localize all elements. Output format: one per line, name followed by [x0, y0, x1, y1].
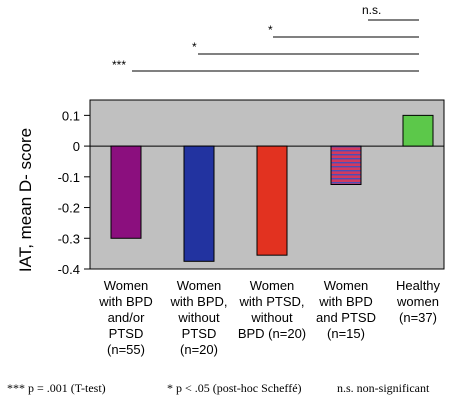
significance-lines: n.s.*****	[112, 3, 419, 72]
category-label: Women with PTSD, without BPD (n=20)	[238, 278, 306, 341]
footnote-post-hoc: * p < .05 (post-hoc Scheffé)	[167, 381, 302, 395]
y-tick-label: -0.3	[58, 231, 80, 246]
category-label-line: and/or	[108, 310, 146, 325]
bar	[183, 145, 215, 262]
bar	[330, 145, 362, 186]
category-label-line: Women	[177, 278, 222, 293]
y-tick-label: -0.4	[58, 262, 80, 277]
significance-label: *	[268, 23, 273, 37]
significance-label: n.s.	[362, 3, 381, 17]
category-label: Women with BPD, without PTSD (n=20)	[169, 278, 227, 357]
category-label-line: BPD (n=20)	[238, 326, 306, 341]
y-tick-label: 0	[73, 139, 80, 154]
category-label-line: with PTSD,	[238, 294, 304, 309]
category-label-line: Women	[324, 278, 369, 293]
category-label-line: without	[177, 310, 220, 325]
category-label-line: women	[396, 294, 439, 309]
y-axis: 0.1 0 -0.1 -0.2 -0.3 -0.4	[58, 108, 444, 277]
bars	[110, 114, 434, 262]
category-label-line: (n=37)	[399, 310, 437, 325]
bar	[402, 114, 434, 147]
category-label-line: with BPD,	[169, 294, 227, 309]
category-label-line: with BPD	[318, 294, 372, 309]
category-label-line: Women	[250, 278, 295, 293]
category-label-line: (n=55)	[107, 342, 145, 357]
category-label-line: (n=15)	[327, 326, 365, 341]
category-label-line: PTSD	[182, 326, 217, 341]
category-label-line: Women	[104, 278, 149, 293]
category-label-line: without	[250, 310, 293, 325]
significance-label: ***	[112, 58, 126, 72]
category-label-line: (n=20)	[180, 342, 218, 357]
bar	[110, 145, 142, 239]
category-label-line: Healthy	[396, 278, 441, 293]
y-tick-label: 0.1	[62, 108, 80, 123]
bar	[256, 145, 288, 256]
y-axis-label: IAT, mean D- score	[16, 128, 35, 272]
footnote-t-test: *** p = .001 (T-test)	[7, 381, 106, 395]
category-label-line: PTSD	[109, 326, 144, 341]
footnote-non-significant: n.s. non-significant	[337, 381, 430, 395]
category-labels: Women with BPD and/or PTSD (n=55)Women with B…	[98, 278, 440, 357]
category-label: Healthy women (n=37)	[396, 278, 441, 325]
category-label-line: and PTSD	[316, 310, 376, 325]
y-tick-label: -0.1	[58, 170, 80, 185]
y-tick-label: -0.2	[58, 201, 80, 216]
significance-label: *	[192, 40, 197, 54]
category-label: Women with BPD and PTSD (n=15)	[316, 278, 376, 341]
category-label: Women with BPD and/or PTSD (n=55)	[98, 278, 152, 357]
category-label-line: with BPD	[98, 294, 152, 309]
